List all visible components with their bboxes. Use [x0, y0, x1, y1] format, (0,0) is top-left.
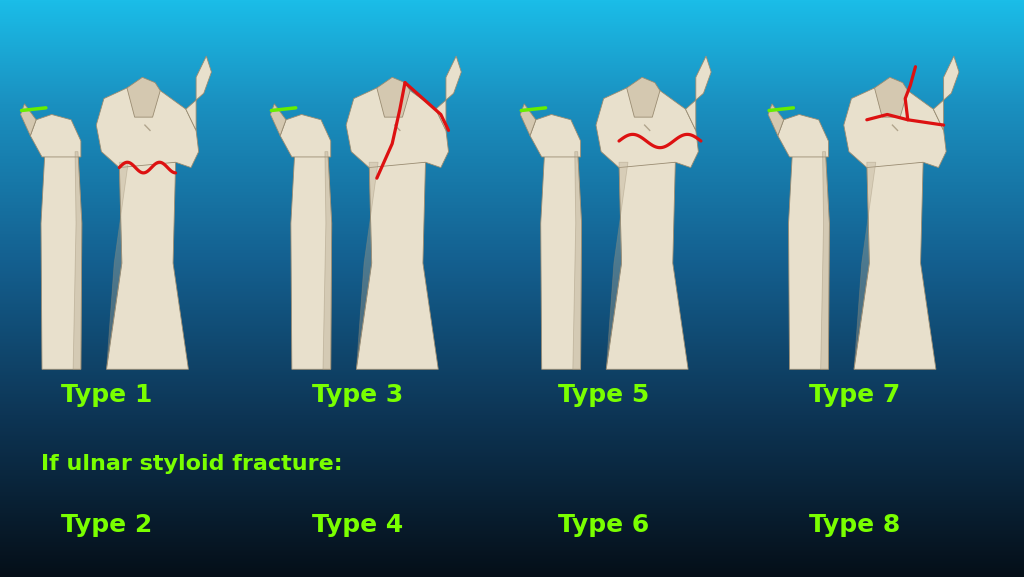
Polygon shape	[356, 162, 378, 369]
Polygon shape	[530, 114, 581, 157]
Polygon shape	[41, 152, 82, 369]
Polygon shape	[788, 152, 829, 369]
Text: Type 5: Type 5	[558, 383, 649, 407]
Text: Type 2: Type 2	[61, 513, 153, 537]
Polygon shape	[323, 152, 332, 369]
Polygon shape	[106, 162, 188, 369]
Polygon shape	[520, 104, 536, 136]
Text: Type 7: Type 7	[809, 383, 900, 407]
Polygon shape	[596, 85, 698, 167]
Polygon shape	[186, 56, 212, 130]
Text: Type 3: Type 3	[312, 383, 403, 407]
Polygon shape	[854, 162, 936, 369]
Polygon shape	[572, 152, 582, 369]
Polygon shape	[627, 77, 659, 117]
Polygon shape	[291, 152, 332, 369]
Polygon shape	[541, 152, 582, 369]
Text: Type 8: Type 8	[809, 513, 900, 537]
Polygon shape	[20, 104, 36, 136]
Polygon shape	[686, 56, 711, 130]
Polygon shape	[31, 114, 81, 157]
Polygon shape	[106, 162, 128, 369]
Polygon shape	[820, 152, 829, 369]
Polygon shape	[606, 162, 688, 369]
Polygon shape	[356, 162, 438, 369]
Polygon shape	[377, 77, 410, 117]
Polygon shape	[778, 114, 828, 157]
Polygon shape	[346, 85, 449, 167]
Polygon shape	[270, 104, 286, 136]
Polygon shape	[281, 114, 331, 157]
Polygon shape	[874, 77, 907, 117]
Polygon shape	[606, 162, 628, 369]
Text: Type 6: Type 6	[558, 513, 649, 537]
Text: If ulnar styloid fracture:: If ulnar styloid fracture:	[41, 455, 343, 474]
Polygon shape	[127, 77, 161, 117]
Text: Type 4: Type 4	[312, 513, 403, 537]
Polygon shape	[436, 56, 461, 130]
Text: Type 1: Type 1	[61, 383, 153, 407]
Polygon shape	[844, 85, 946, 167]
Polygon shape	[768, 104, 783, 136]
Polygon shape	[854, 162, 876, 369]
Polygon shape	[934, 56, 958, 130]
Polygon shape	[73, 152, 82, 369]
Polygon shape	[96, 85, 199, 167]
